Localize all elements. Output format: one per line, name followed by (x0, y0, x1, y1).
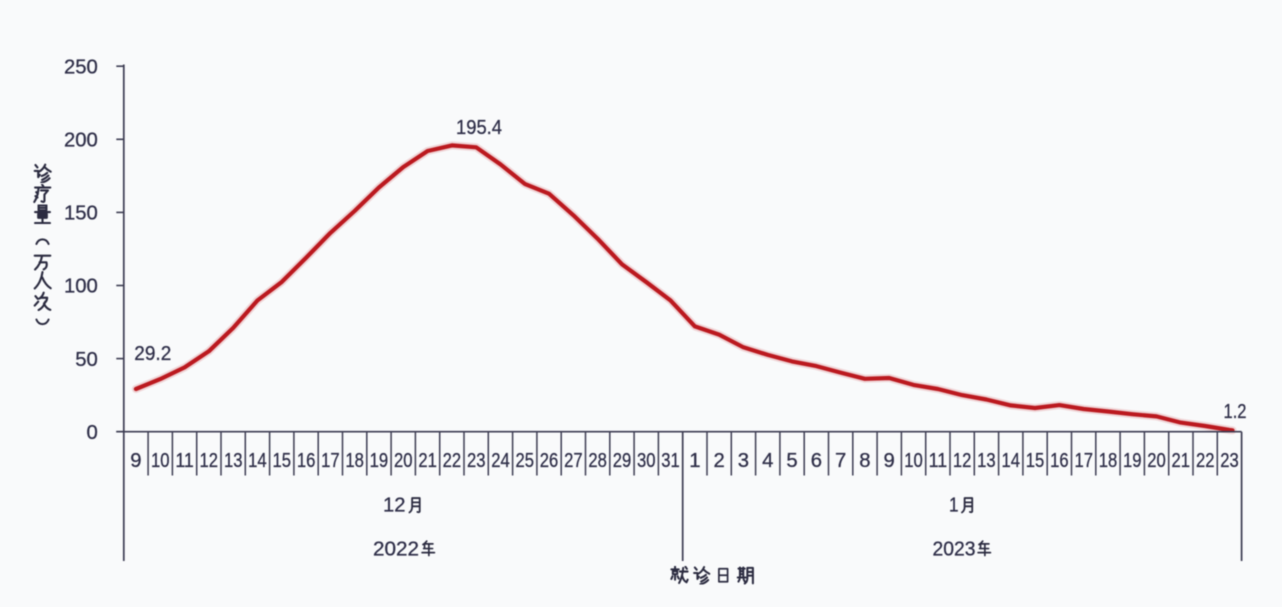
svg-text:2022: 2022 (373, 539, 419, 561)
svg-text:21: 21 (1172, 450, 1191, 472)
svg-text:10: 10 (151, 450, 170, 472)
svg-text:16: 16 (1050, 450, 1069, 472)
svg-text:24: 24 (491, 450, 510, 472)
svg-text:18: 18 (1099, 450, 1118, 472)
svg-text:21: 21 (418, 450, 437, 472)
svg-text:12: 12 (383, 495, 406, 517)
svg-text:10: 10 (904, 450, 923, 472)
svg-text:250: 250 (64, 56, 98, 78)
svg-text:17: 17 (321, 450, 340, 472)
svg-text:26: 26 (540, 450, 559, 472)
svg-text:5: 5 (786, 450, 797, 472)
svg-text:0: 0 (87, 422, 98, 444)
svg-text:14: 14 (1002, 450, 1021, 472)
svg-text:195.4: 195.4 (456, 117, 502, 139)
svg-text:6: 6 (811, 450, 822, 472)
svg-text:150: 150 (64, 203, 98, 225)
svg-text:22: 22 (1196, 450, 1215, 472)
svg-text:30: 30 (637, 450, 656, 472)
svg-text:8: 8 (859, 450, 870, 472)
svg-text:19: 19 (370, 450, 389, 472)
svg-text:200: 200 (64, 130, 98, 152)
svg-text:22: 22 (443, 450, 462, 472)
svg-text:20: 20 (1147, 450, 1166, 472)
svg-text:7: 7 (835, 450, 846, 472)
svg-text:23: 23 (467, 450, 486, 472)
svg-text:100: 100 (64, 276, 98, 298)
svg-text:12: 12 (200, 450, 219, 472)
svg-text:17: 17 (1074, 450, 1093, 472)
svg-text:2023: 2023 (933, 539, 976, 561)
svg-text:25: 25 (516, 450, 535, 472)
svg-text:28: 28 (588, 450, 607, 472)
svg-text:3: 3 (738, 450, 749, 472)
svg-text:20: 20 (394, 450, 413, 472)
svg-text:12: 12 (953, 450, 972, 472)
svg-text:13: 13 (224, 450, 243, 472)
svg-text:27: 27 (564, 450, 583, 472)
svg-text:1.2: 1.2 (1224, 401, 1247, 423)
svg-text:1: 1 (689, 450, 700, 472)
svg-text:31: 31 (661, 450, 680, 472)
svg-text:19: 19 (1123, 450, 1142, 472)
svg-text:4: 4 (762, 450, 773, 472)
svg-text:15: 15 (1026, 450, 1045, 472)
svg-text:13: 13 (977, 450, 996, 472)
svg-text:16: 16 (297, 450, 316, 472)
svg-text:29: 29 (613, 450, 632, 472)
svg-text:50: 50 (75, 349, 98, 371)
svg-text:18: 18 (345, 450, 364, 472)
svg-text:11: 11 (175, 450, 194, 472)
svg-text:9: 9 (130, 450, 141, 472)
svg-text:15: 15 (273, 450, 292, 472)
svg-text:2: 2 (713, 450, 724, 472)
svg-text:14: 14 (248, 450, 267, 472)
svg-text:9: 9 (884, 450, 895, 472)
svg-text:29.2: 29.2 (134, 343, 171, 365)
svg-text:1: 1 (949, 495, 959, 517)
svg-text:23: 23 (1220, 450, 1239, 472)
svg-text:11: 11 (929, 450, 948, 472)
